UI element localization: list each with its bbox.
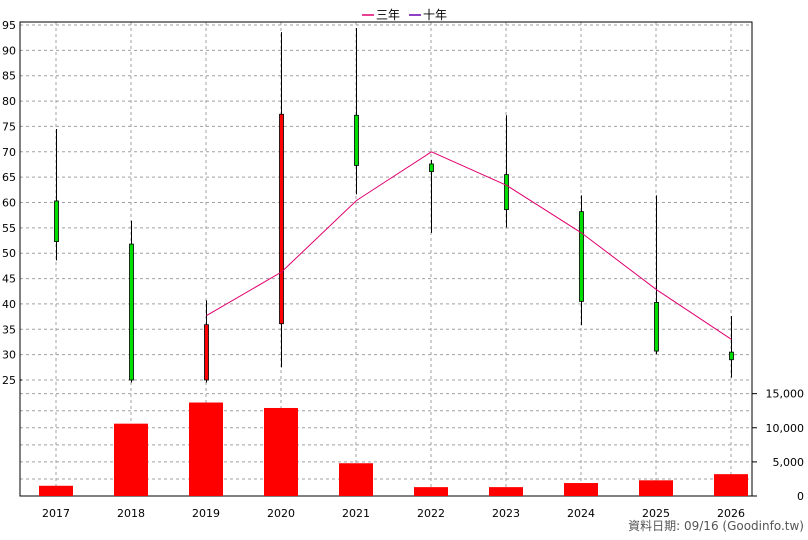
data-date-note: 資料日期: 09/16 (Goodinfo.tw) [628, 519, 804, 533]
volume-tick-label: 5,000 [773, 456, 805, 469]
x-tick-label: 2023 [492, 507, 520, 520]
price-tick-label: 75 [2, 120, 16, 133]
volume-bar [639, 480, 673, 496]
volume-bar [339, 463, 373, 496]
volume-bar [714, 474, 748, 496]
candle-body [354, 114, 359, 166]
volume-bar [564, 483, 598, 496]
volume-bar [264, 407, 298, 496]
candle-body [54, 200, 59, 242]
price-tick-label: 25 [2, 374, 16, 387]
price-tick-label: 30 [2, 349, 16, 362]
price-tick-label: 60 [2, 197, 16, 210]
chart-legend: 三年 十年 [362, 8, 447, 22]
volume-bars [39, 402, 748, 496]
volume-bar [489, 487, 523, 496]
candle-body [129, 243, 134, 381]
candle-body [654, 302, 659, 352]
volume-bar [414, 487, 448, 496]
x-tick-label: 2017 [42, 507, 70, 520]
volume-bar [189, 402, 223, 496]
price-tick-label: 35 [2, 323, 16, 336]
legend-label-3yr: 三年 [376, 8, 400, 22]
volume-tick-label: 15,000 [766, 388, 805, 401]
x-tick-label: 2025 [642, 507, 670, 520]
candlesticks [54, 28, 734, 383]
plot-frame [19, 21, 753, 497]
x-tick-label: 2020 [267, 507, 295, 520]
candle-body [579, 211, 584, 302]
price-tick-label: 65 [2, 171, 16, 184]
price-tick-label: 85 [2, 70, 16, 83]
x-tick-label: 2019 [192, 507, 220, 520]
price-tick-label: 50 [2, 247, 16, 260]
volume-bar [39, 485, 73, 496]
candle-body [729, 351, 734, 361]
price-tick-label: 70 [2, 146, 16, 159]
x-tick-label: 2026 [717, 507, 745, 520]
axes [19, 21, 757, 497]
x-tick-label: 2022 [417, 507, 445, 520]
tick-labels: 25 30 35 40 45 50 55 60 65 70 75 80 85 90 95 0 5,000 10,0… [2, 19, 804, 520]
candle-body [504, 174, 509, 211]
candle-body [279, 113, 284, 325]
price-tick-label: 90 [2, 44, 16, 57]
price-tick-label: 95 [2, 19, 16, 32]
candle-body [429, 163, 434, 172]
x-tick-label: 2018 [117, 507, 145, 520]
series-line-3yr [206, 151, 732, 340]
price-tick-label: 80 [2, 95, 16, 108]
volume-tick-label: 10,000 [766, 422, 805, 435]
volume-bar [114, 423, 148, 496]
moving-average-lines [206, 151, 732, 340]
x-tick-label: 2024 [567, 507, 595, 520]
price-tick-label: 40 [2, 298, 16, 311]
candle-body [204, 324, 209, 381]
legend-label-10yr: 十年 [423, 8, 447, 22]
x-tick-label: 2021 [342, 507, 370, 520]
price-tick-label: 55 [2, 222, 16, 235]
volume-tick-label: 0 [797, 490, 804, 503]
price-tick-label: 45 [2, 273, 16, 286]
